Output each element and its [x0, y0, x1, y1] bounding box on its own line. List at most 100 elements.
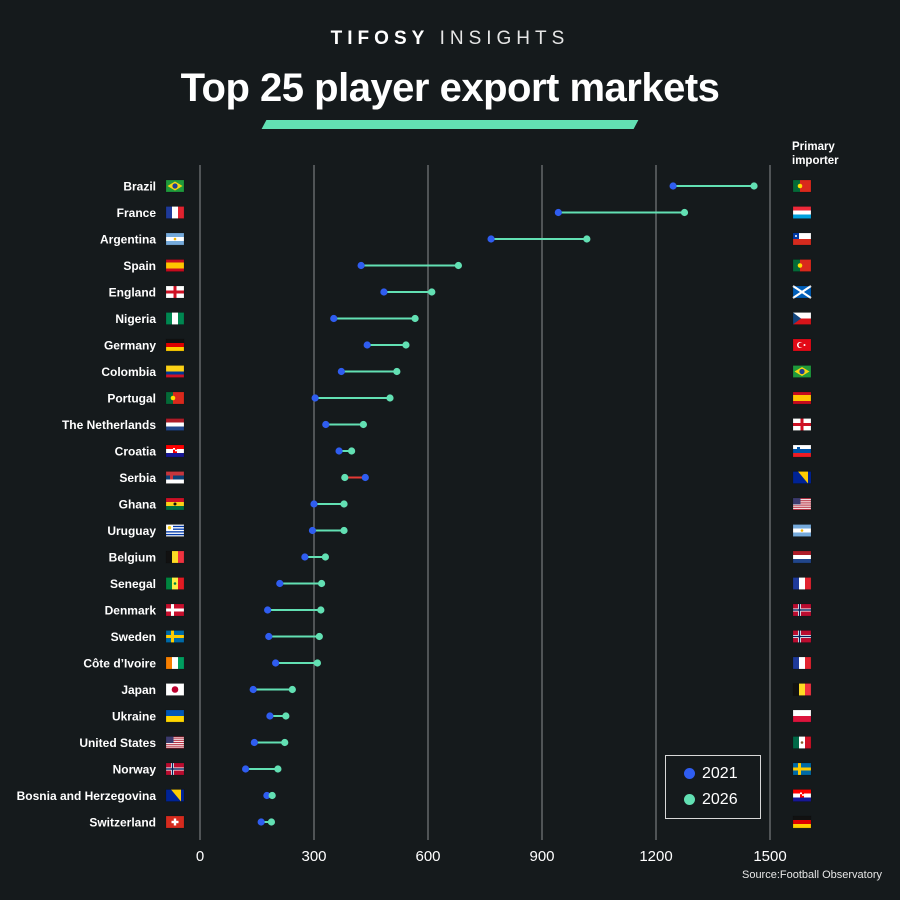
country-label-england: England — [109, 286, 156, 300]
country-label-denmark: Denmark — [105, 604, 157, 618]
chart-title: Top 25 player export markets — [180, 66, 720, 110]
netherlands-flag — [165, 418, 185, 431]
belgium-flag — [165, 550, 185, 564]
croatia-flag — [792, 789, 812, 802]
country-label-switzerland: Switzerland — [89, 816, 156, 830]
point-2026-france — [680, 208, 689, 217]
country-label-brazil: Brazil — [123, 180, 156, 194]
point-2021-denmark — [264, 606, 272, 614]
sweden-flag — [165, 630, 185, 643]
point-2026-croatia — [348, 447, 356, 455]
bosnia-flag — [165, 789, 185, 802]
switzerland-flag — [165, 815, 185, 829]
point-2026-senegal — [318, 579, 326, 588]
argentina-flag — [792, 524, 812, 537]
point-2021-the-netherlands — [322, 420, 330, 429]
country-label-croatia: Croatia — [115, 445, 157, 459]
country-label-ghana: Ghana — [119, 498, 157, 512]
senegal-flag — [165, 577, 185, 590]
point-2026-brazil — [750, 182, 758, 190]
legend-dot-2026 — [684, 794, 695, 805]
point-2026-argentina — [583, 235, 591, 243]
brand-logo: TIFOSY INSIGHTS — [0, 28, 900, 50]
spain-flag — [792, 391, 812, 405]
country-label-belgium: Belgium — [109, 551, 156, 565]
legend-item-2026: 2026 — [684, 791, 738, 809]
source-note: Source:Football Observatory — [741, 869, 882, 881]
point-2026-germany — [402, 341, 410, 349]
x-tick-label-1500: 1500 — [753, 848, 786, 865]
point-2026-colombia — [393, 367, 401, 376]
point-2021-ukraine — [266, 712, 274, 720]
point-2026-ukraine — [282, 712, 290, 720]
point-2026-norway — [274, 765, 282, 773]
usa-flag — [792, 497, 812, 511]
portugal-flag — [165, 391, 185, 405]
ivory-coast-flag — [165, 656, 185, 670]
scotland-flag — [792, 285, 812, 299]
legend: 2021 2026 — [665, 755, 761, 819]
croatia-flag — [165, 444, 185, 458]
country-label-uruguay: Uruguay — [107, 524, 156, 538]
germany-flag — [165, 338, 185, 352]
point-2021-c-te-d-ivoire — [272, 659, 280, 667]
point-2026-the-netherlands — [359, 420, 367, 429]
ghana-flag — [165, 497, 185, 511]
nigeria-flag — [165, 312, 185, 325]
point-2021-france — [554, 208, 562, 217]
point-2021-sweden — [265, 632, 273, 641]
point-2026-sweden — [315, 632, 323, 641]
point-2021-norway — [242, 765, 250, 773]
point-2021-croatia — [335, 447, 343, 455]
brazil-flag — [165, 179, 185, 193]
brand-bold: TIFOSY — [330, 28, 430, 49]
point-2021-ghana — [310, 500, 318, 508]
slovenia-flag — [792, 444, 812, 458]
uruguay-flag — [165, 524, 185, 537]
belgium-flag — [792, 683, 812, 696]
serbia-flag — [165, 471, 185, 484]
legend-item-2021: 2021 — [684, 765, 738, 783]
x-tick-label-600: 600 — [415, 848, 440, 865]
point-2026-belgium — [321, 553, 329, 561]
point-2021-argentina — [487, 235, 495, 243]
point-2021-uruguay — [308, 526, 317, 535]
country-label-portugal: Portugal — [107, 392, 156, 406]
poland-flag — [792, 709, 812, 723]
brand-light: INSIGHTS — [439, 28, 570, 49]
country-label-colombia: Colombia — [101, 365, 156, 379]
norway-flag — [165, 762, 185, 776]
france-flag — [165, 206, 185, 219]
spain-flag — [165, 259, 185, 272]
point-2021-senegal — [276, 579, 284, 588]
x-tick-label-900: 900 — [529, 848, 554, 865]
point-2021-united-states — [250, 738, 258, 747]
netherlands-flag — [792, 550, 812, 564]
luxembourg-flag — [792, 206, 812, 219]
country-label-japan: Japan — [121, 683, 156, 697]
point-2021-portugal — [311, 394, 319, 402]
usa-flag — [165, 736, 185, 749]
bosnia-flag — [792, 471, 812, 484]
point-2021-brazil — [669, 182, 677, 190]
france-flag — [792, 577, 812, 590]
country-label-senegal: Senegal — [110, 577, 156, 591]
norway-flag — [792, 603, 812, 617]
country-label-germany: Germany — [104, 339, 156, 353]
legend-label-2021: 2021 — [702, 765, 738, 782]
point-2026-bosnia-and-herzegovina — [268, 791, 276, 800]
argentina-flag — [165, 232, 185, 246]
country-label-france: France — [117, 206, 157, 220]
norway-flag — [792, 630, 812, 643]
country-label-argentina: Argentina — [100, 233, 156, 247]
country-label-bosnia-and-herzegovina: Bosnia and Herzegovina — [17, 789, 157, 803]
sweden-flag — [792, 762, 812, 776]
point-2026-spain — [454, 261, 462, 270]
portugal-flag — [792, 259, 812, 272]
country-label-spain: Spain — [123, 259, 156, 273]
point-2021-germany — [363, 341, 371, 349]
point-2021-serbia — [361, 473, 369, 482]
point-2026-serbia — [341, 473, 349, 482]
country-label-sweden: Sweden — [111, 630, 156, 644]
point-2026-c-te-d-ivoire — [313, 659, 322, 667]
